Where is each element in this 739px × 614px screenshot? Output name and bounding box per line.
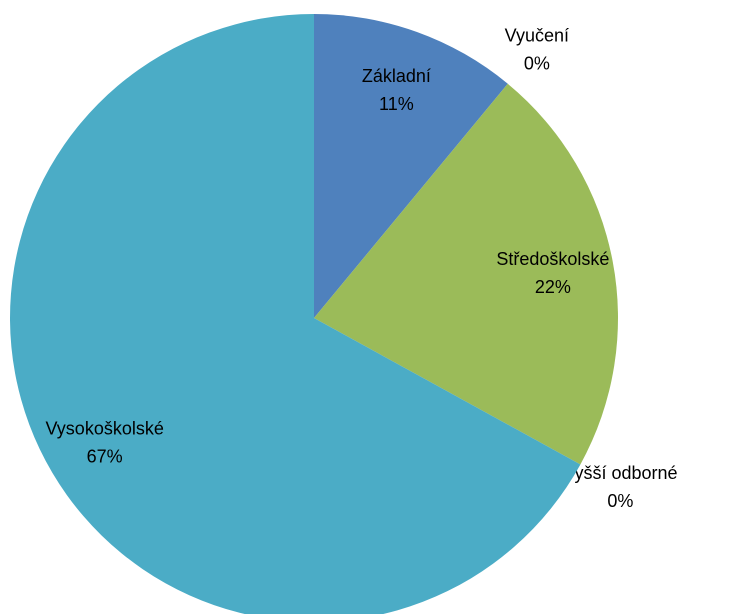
slice-label: Vyučení [505, 25, 569, 45]
slice-label: Středoškolské [496, 249, 609, 269]
slice-value-label: 0% [607, 491, 633, 511]
slice-label: Vysokoškolské [45, 419, 163, 439]
pie-slice [314, 14, 508, 318]
slice-value-label: 0% [524, 53, 550, 73]
slice-label: Základní [362, 66, 431, 86]
slice-value-label: 67% [87, 447, 123, 467]
slice-value-label: 11% [379, 94, 414, 114]
pie-slice [314, 83, 619, 465]
pie-slice [10, 14, 581, 614]
slice-value-label: 22% [535, 277, 571, 297]
slice-label: Vyšší odborné [563, 463, 677, 483]
